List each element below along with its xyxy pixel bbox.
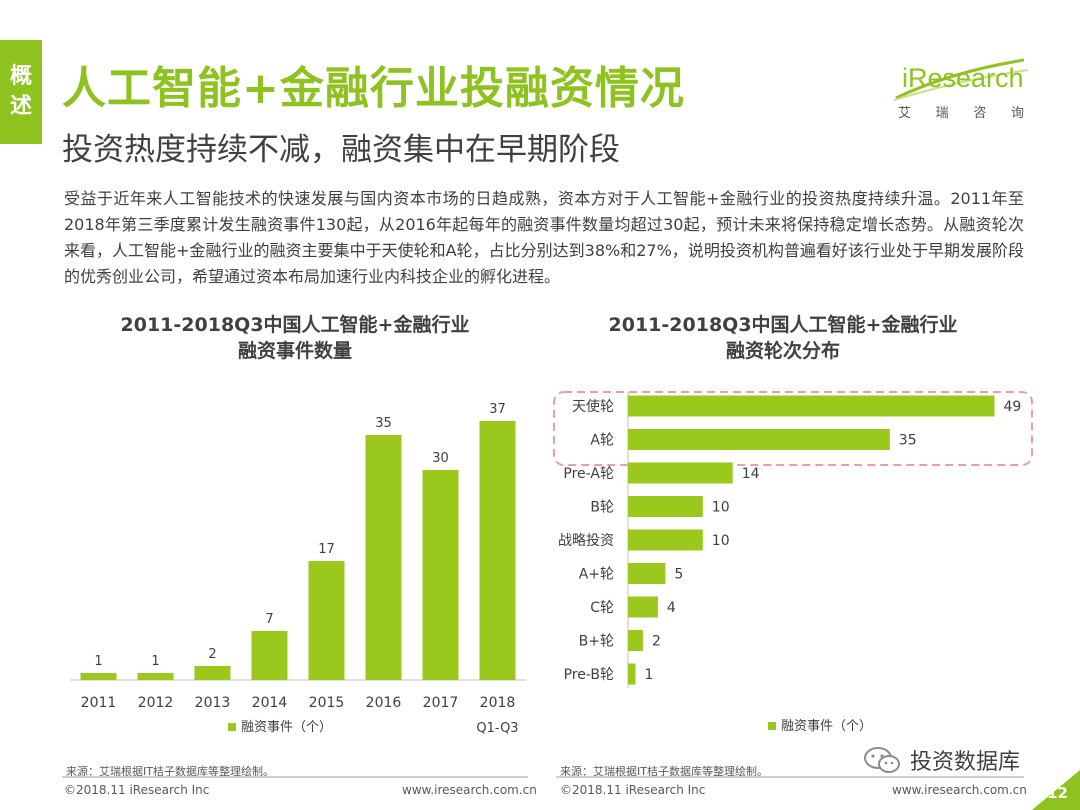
footer-copyright-right: ©2018.11 iResearch Inc — [560, 783, 706, 797]
chart1-divider — [62, 776, 528, 778]
section-tab: 概 述 — [0, 40, 42, 144]
chart1-legend-swatch — [228, 723, 236, 731]
chart1-bar — [251, 631, 288, 680]
chart1-category-label: 2012 — [138, 695, 174, 711]
chart2-bar — [628, 429, 890, 450]
chart2-value-label: 1 — [644, 667, 653, 683]
chart2-title-line1: 2011-2018Q3中国人工智能+金融行业 — [608, 314, 958, 336]
chart2-bar — [628, 395, 995, 417]
chart1-value-label: 35 — [375, 416, 392, 431]
chart2-divider — [556, 776, 1024, 778]
chart1-category-label: 2018 — [480, 695, 516, 711]
chart2-value-label: 10 — [712, 500, 730, 516]
body-paragraph: 受益于近年来人工智能技术的快速发展与国内资本市场的日趋成熟，资本方对于人工智能+… — [64, 189, 1024, 286]
chart1-value-label: 1 — [94, 654, 102, 669]
footer-url-left: www.iresearch.com.cn — [402, 783, 537, 797]
footer-url-right: www.iresearch.com.cn — [892, 783, 1027, 797]
wechat-icon — [864, 747, 900, 773]
page-corner-triangle — [1032, 770, 1080, 810]
chart1-bar — [422, 470, 459, 680]
chart1-category-label: 2014 — [252, 695, 288, 711]
chart2-category-label: Pre-B轮 — [564, 667, 614, 683]
chart1-source: 来源：艾瑞根据IT桔子数据库等整理绘制。 — [66, 765, 274, 778]
chart2-value-label: 49 — [1004, 399, 1022, 415]
chart2-source: 来源：艾瑞根据IT桔子数据库等整理绘制。 — [560, 765, 768, 778]
footer-copyright-left: ©2018.11 iResearch Inc — [64, 783, 210, 797]
chart2-plot: 天使轮 49 A轮 35 Pre-A轮 14 B轮 10 战略投资 10 A+轮 5 C轮 4 B+轮 2 Pr… — [553, 391, 1033, 734]
chart2-category-label: Pre-A轮 — [563, 466, 614, 482]
logo-sub-char: 艾 — [898, 106, 912, 121]
wechat-account-name: 投资数据库 — [910, 750, 1021, 775]
chart1-title-line2: 融资事件数量 — [237, 340, 352, 362]
chart1-category-note: Q1-Q3 — [476, 721, 518, 736]
chart1-category-label: 2017 — [423, 695, 459, 711]
chart2-category-label: 天使轮 — [572, 398, 614, 415]
logo-swoosh-icon — [893, 58, 1029, 101]
chart2-title-line2: 融资轮次分布 — [725, 340, 840, 362]
chart2-category-label: B+轮 — [579, 634, 614, 650]
chart2-bar — [628, 529, 703, 551]
chart1-bar — [194, 666, 231, 680]
chart1-category-label: 2013 — [195, 695, 231, 711]
chart2-highlight-box — [553, 391, 1033, 466]
chart1-bar — [308, 561, 345, 680]
chart1-category-label: 2016 — [366, 695, 402, 711]
chart2-category-label: 战略投资 — [558, 533, 614, 549]
section-tab-char: 概 — [9, 64, 32, 89]
chart1-category-label: 2011 — [81, 695, 117, 711]
chart1-value-label: 7 — [265, 612, 273, 627]
chart1-value-label: 2 — [208, 647, 216, 662]
chart1-value-label: 1 — [151, 654, 159, 669]
chart2-value-label: 4 — [667, 600, 676, 616]
chart1-value-label: 37 — [489, 402, 506, 417]
chart1-bar — [365, 435, 402, 680]
chart2-legend-swatch — [768, 722, 776, 730]
chart2-category-label: A轮 — [590, 433, 614, 449]
chart2-bar — [628, 462, 733, 484]
page-subtitle: 投资热度持续不减，融资集中在早期阶段 — [62, 132, 620, 168]
chart2-value-label: 10 — [712, 533, 730, 549]
logo-sub-char: 瑞 — [935, 106, 949, 121]
chart1-legend-label: 融资事件（个） — [241, 720, 332, 735]
logo-sub-char: 咨 — [973, 106, 987, 121]
chart1-plot: 1 2011 1 2012 2 2013 7 2014 17 2015 35 2016 30 2017 37… — [70, 402, 526, 736]
chart1-bar — [80, 673, 117, 680]
chart2-bar — [628, 663, 636, 685]
chart2-legend-label: 融资事件（个） — [781, 719, 872, 734]
chart2-value-label: 14 — [742, 466, 760, 482]
chart2-category-label: C轮 — [590, 600, 614, 616]
wechat-watermark: 投资数据库 — [862, 744, 1020, 776]
page-title: 人工智能+金融行业投融资情况 — [62, 63, 685, 114]
chart2-category-label: B轮 — [590, 500, 614, 516]
chart2-value-label: 35 — [899, 433, 917, 449]
chart1-title: 2011-2018Q3中国人工智能+金融行业 融资事件数量 — [60, 312, 530, 364]
chart1-title-line1: 2011-2018Q3中国人工智能+金融行业 — [120, 314, 470, 336]
chart2-category-label: A+轮 — [579, 567, 614, 583]
iresearch-logo: iResearch 艾 瑞 咨 询 — [890, 58, 1030, 128]
chart1-value-label: 17 — [318, 542, 335, 557]
chart2-bar — [628, 496, 703, 517]
chart1-value-label: 30 — [432, 451, 449, 466]
chart2-value-label: 2 — [652, 634, 661, 650]
logo-sub-char: 询 — [1010, 106, 1024, 121]
chart2-bar — [628, 563, 666, 584]
chart2-bar — [628, 630, 643, 651]
chart2-bar — [628, 596, 658, 618]
logo-subtitle: 艾 瑞 咨 询 — [898, 102, 1024, 121]
chart1-category-label: 2015 — [309, 695, 345, 711]
chart1-bar — [137, 673, 174, 680]
chart1-bar — [479, 421, 516, 680]
section-tab-char: 述 — [9, 94, 32, 119]
chart2-value-label: 5 — [674, 567, 683, 583]
chart2-title: 2011-2018Q3中国人工智能+金融行业 融资轮次分布 — [548, 312, 1018, 364]
logo-wordmark: iResearch — [902, 63, 1024, 93]
page-number: 12 — [1047, 784, 1068, 802]
